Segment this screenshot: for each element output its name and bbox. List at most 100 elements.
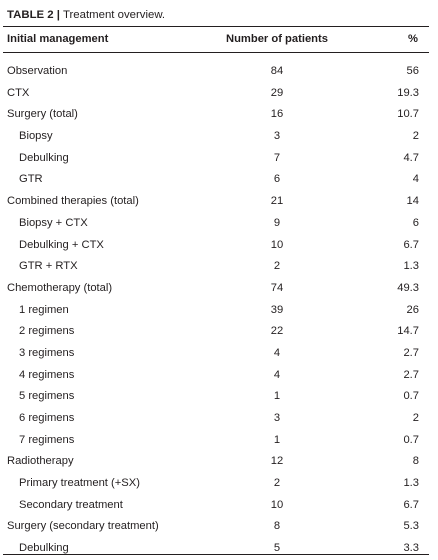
table-row: Surgery (secondary treatment) 8 5.3 bbox=[0, 516, 438, 538]
table-row: 3 regimens 4 2.7 bbox=[0, 343, 438, 365]
row-count: 84 bbox=[270, 65, 284, 77]
row-percent: 26 bbox=[406, 303, 419, 316]
table-title: Treatment overview. bbox=[62, 9, 166, 21]
row-count: 3 bbox=[273, 130, 281, 143]
row-percent: 2 bbox=[412, 130, 419, 143]
table-row: Radiotherapy 12 8 bbox=[0, 451, 438, 473]
row-count: 4 bbox=[273, 368, 281, 381]
row-count: 29 bbox=[270, 86, 284, 99]
row-label: 3 regimens bbox=[19, 346, 75, 359]
header-initial-management: Initial management bbox=[7, 33, 109, 45]
table-row: Debulking 7 4.7 bbox=[0, 148, 438, 170]
row-percent: 4 bbox=[412, 173, 419, 186]
row-label: 2 regimens bbox=[19, 325, 75, 338]
table-row: 1 regimen 39 26 bbox=[0, 300, 438, 322]
row-percent: 0.7 bbox=[403, 390, 419, 403]
header-rule bbox=[3, 52, 429, 53]
table-row: GTR 6 4 bbox=[0, 169, 438, 191]
table-row: 2 regimens 22 14.7 bbox=[0, 321, 438, 343]
table-row: Primary treatment (+SX) 2 1.3 bbox=[0, 473, 438, 495]
row-percent: 14 bbox=[406, 195, 419, 208]
row-label: Biopsy + CTX bbox=[19, 216, 88, 229]
row-count: 1 bbox=[273, 433, 281, 446]
row-label: Primary treatment (+SX) bbox=[19, 477, 140, 490]
row-count: 39 bbox=[270, 303, 284, 316]
row-label: 4 regimens bbox=[19, 368, 75, 381]
row-count: 21 bbox=[270, 195, 284, 208]
row-percent: 2.7 bbox=[403, 368, 419, 381]
row-label: Surgery (total) bbox=[7, 108, 78, 121]
row-label: Radiotherapy bbox=[7, 455, 74, 468]
row-percent: 8 bbox=[412, 455, 419, 468]
row-count: 2 bbox=[273, 477, 281, 490]
row-count: 8 bbox=[273, 520, 281, 533]
row-percent: 1.3 bbox=[403, 477, 419, 490]
row-label: 6 regimens bbox=[19, 412, 75, 424]
row-percent: 5.3 bbox=[403, 520, 419, 533]
row-label: Debulking bbox=[19, 542, 69, 555]
table-header: Initial management Number of patients % bbox=[0, 28, 438, 52]
row-percent: 6.7 bbox=[403, 238, 419, 251]
row-count: 74 bbox=[270, 281, 284, 294]
table-row: Biopsy + CTX 9 6 bbox=[0, 213, 438, 235]
table-row: 4 regimens 4 2.7 bbox=[0, 365, 438, 387]
row-label: Combined therapies (total) bbox=[7, 195, 139, 208]
row-percent: 4.7 bbox=[403, 151, 419, 164]
table-row: Observation 84 56 bbox=[0, 61, 438, 83]
header-percent: % bbox=[408, 33, 418, 45]
table-row: Debulking + CTX 10 6.7 bbox=[0, 235, 438, 257]
table-row: Biopsy 3 2 bbox=[0, 126, 438, 148]
table-row: Chemotherapy (total) 74 49.3 bbox=[0, 278, 438, 300]
row-label: Biopsy bbox=[19, 130, 53, 143]
table-row: Surgery (total) 16 10.7 bbox=[0, 104, 438, 126]
row-label: Chemotherapy (total) bbox=[7, 281, 113, 294]
row-label: GTR + RTX bbox=[19, 260, 78, 273]
table-body: Observation 84 56 CTX 29 19.3 Surgery (total) 1… bbox=[0, 61, 438, 560]
row-percent: 19.3 bbox=[397, 86, 419, 99]
row-label: 1 regimen bbox=[19, 303, 69, 316]
row-count: 1 bbox=[273, 390, 281, 403]
row-label: Secondary treatment bbox=[19, 498, 123, 511]
row-percent: 3.3 bbox=[403, 542, 419, 555]
row-percent: 6 bbox=[412, 216, 419, 229]
row-label: Observation bbox=[7, 65, 68, 77]
row-label: Surgery (secondary treatment) bbox=[7, 520, 159, 533]
row-label: CTX bbox=[7, 86, 30, 99]
row-label: GTR bbox=[19, 173, 43, 186]
row-count: 6 bbox=[273, 173, 281, 186]
table-row: GTR + RTX 2 1.3 bbox=[0, 256, 438, 278]
row-label: Debulking bbox=[19, 151, 69, 164]
row-count: 22 bbox=[270, 325, 284, 338]
table-row: Debulking 5 3.3 bbox=[0, 538, 438, 560]
table-row: Secondary treatment 10 6.7 bbox=[0, 495, 438, 517]
row-count: 5 bbox=[273, 542, 281, 555]
row-label: 7 regimens bbox=[19, 433, 75, 446]
row-count: 10 bbox=[270, 238, 284, 251]
row-percent: 10.7 bbox=[397, 108, 419, 121]
row-count: 16 bbox=[270, 108, 284, 121]
row-count: 12 bbox=[270, 455, 284, 468]
row-label: 5 regimens bbox=[19, 390, 75, 403]
row-count: 9 bbox=[273, 216, 281, 229]
row-count: 2 bbox=[273, 260, 281, 273]
table-caption: TABLE 2 | Treatment overview. bbox=[7, 8, 165, 22]
table-row: CTX 29 19.3 bbox=[0, 83, 438, 105]
row-percent: 49.3 bbox=[397, 281, 419, 294]
row-percent: 0.7 bbox=[403, 433, 419, 446]
row-percent: 6.7 bbox=[403, 498, 419, 511]
header-number-of-patients: Number of patients bbox=[226, 33, 328, 45]
row-percent: 2.7 bbox=[403, 346, 419, 359]
row-percent: 56 bbox=[406, 65, 419, 77]
row-percent: 2 bbox=[412, 412, 419, 424]
row-percent: 1.3 bbox=[403, 260, 419, 273]
table-row: Combined therapies (total) 21 14 bbox=[0, 191, 438, 213]
table-row: 6 regimens 3 2 bbox=[0, 408, 438, 430]
row-count: 4 bbox=[273, 346, 281, 359]
row-count: 7 bbox=[273, 151, 281, 164]
table-number: TABLE 2 | bbox=[7, 9, 60, 21]
table-row: 7 regimens 1 0.7 bbox=[0, 430, 438, 452]
top-rule bbox=[3, 26, 429, 27]
row-count: 3 bbox=[273, 412, 281, 424]
row-percent: 14.7 bbox=[397, 325, 419, 338]
table-row: 5 regimens 1 0.7 bbox=[0, 386, 438, 408]
